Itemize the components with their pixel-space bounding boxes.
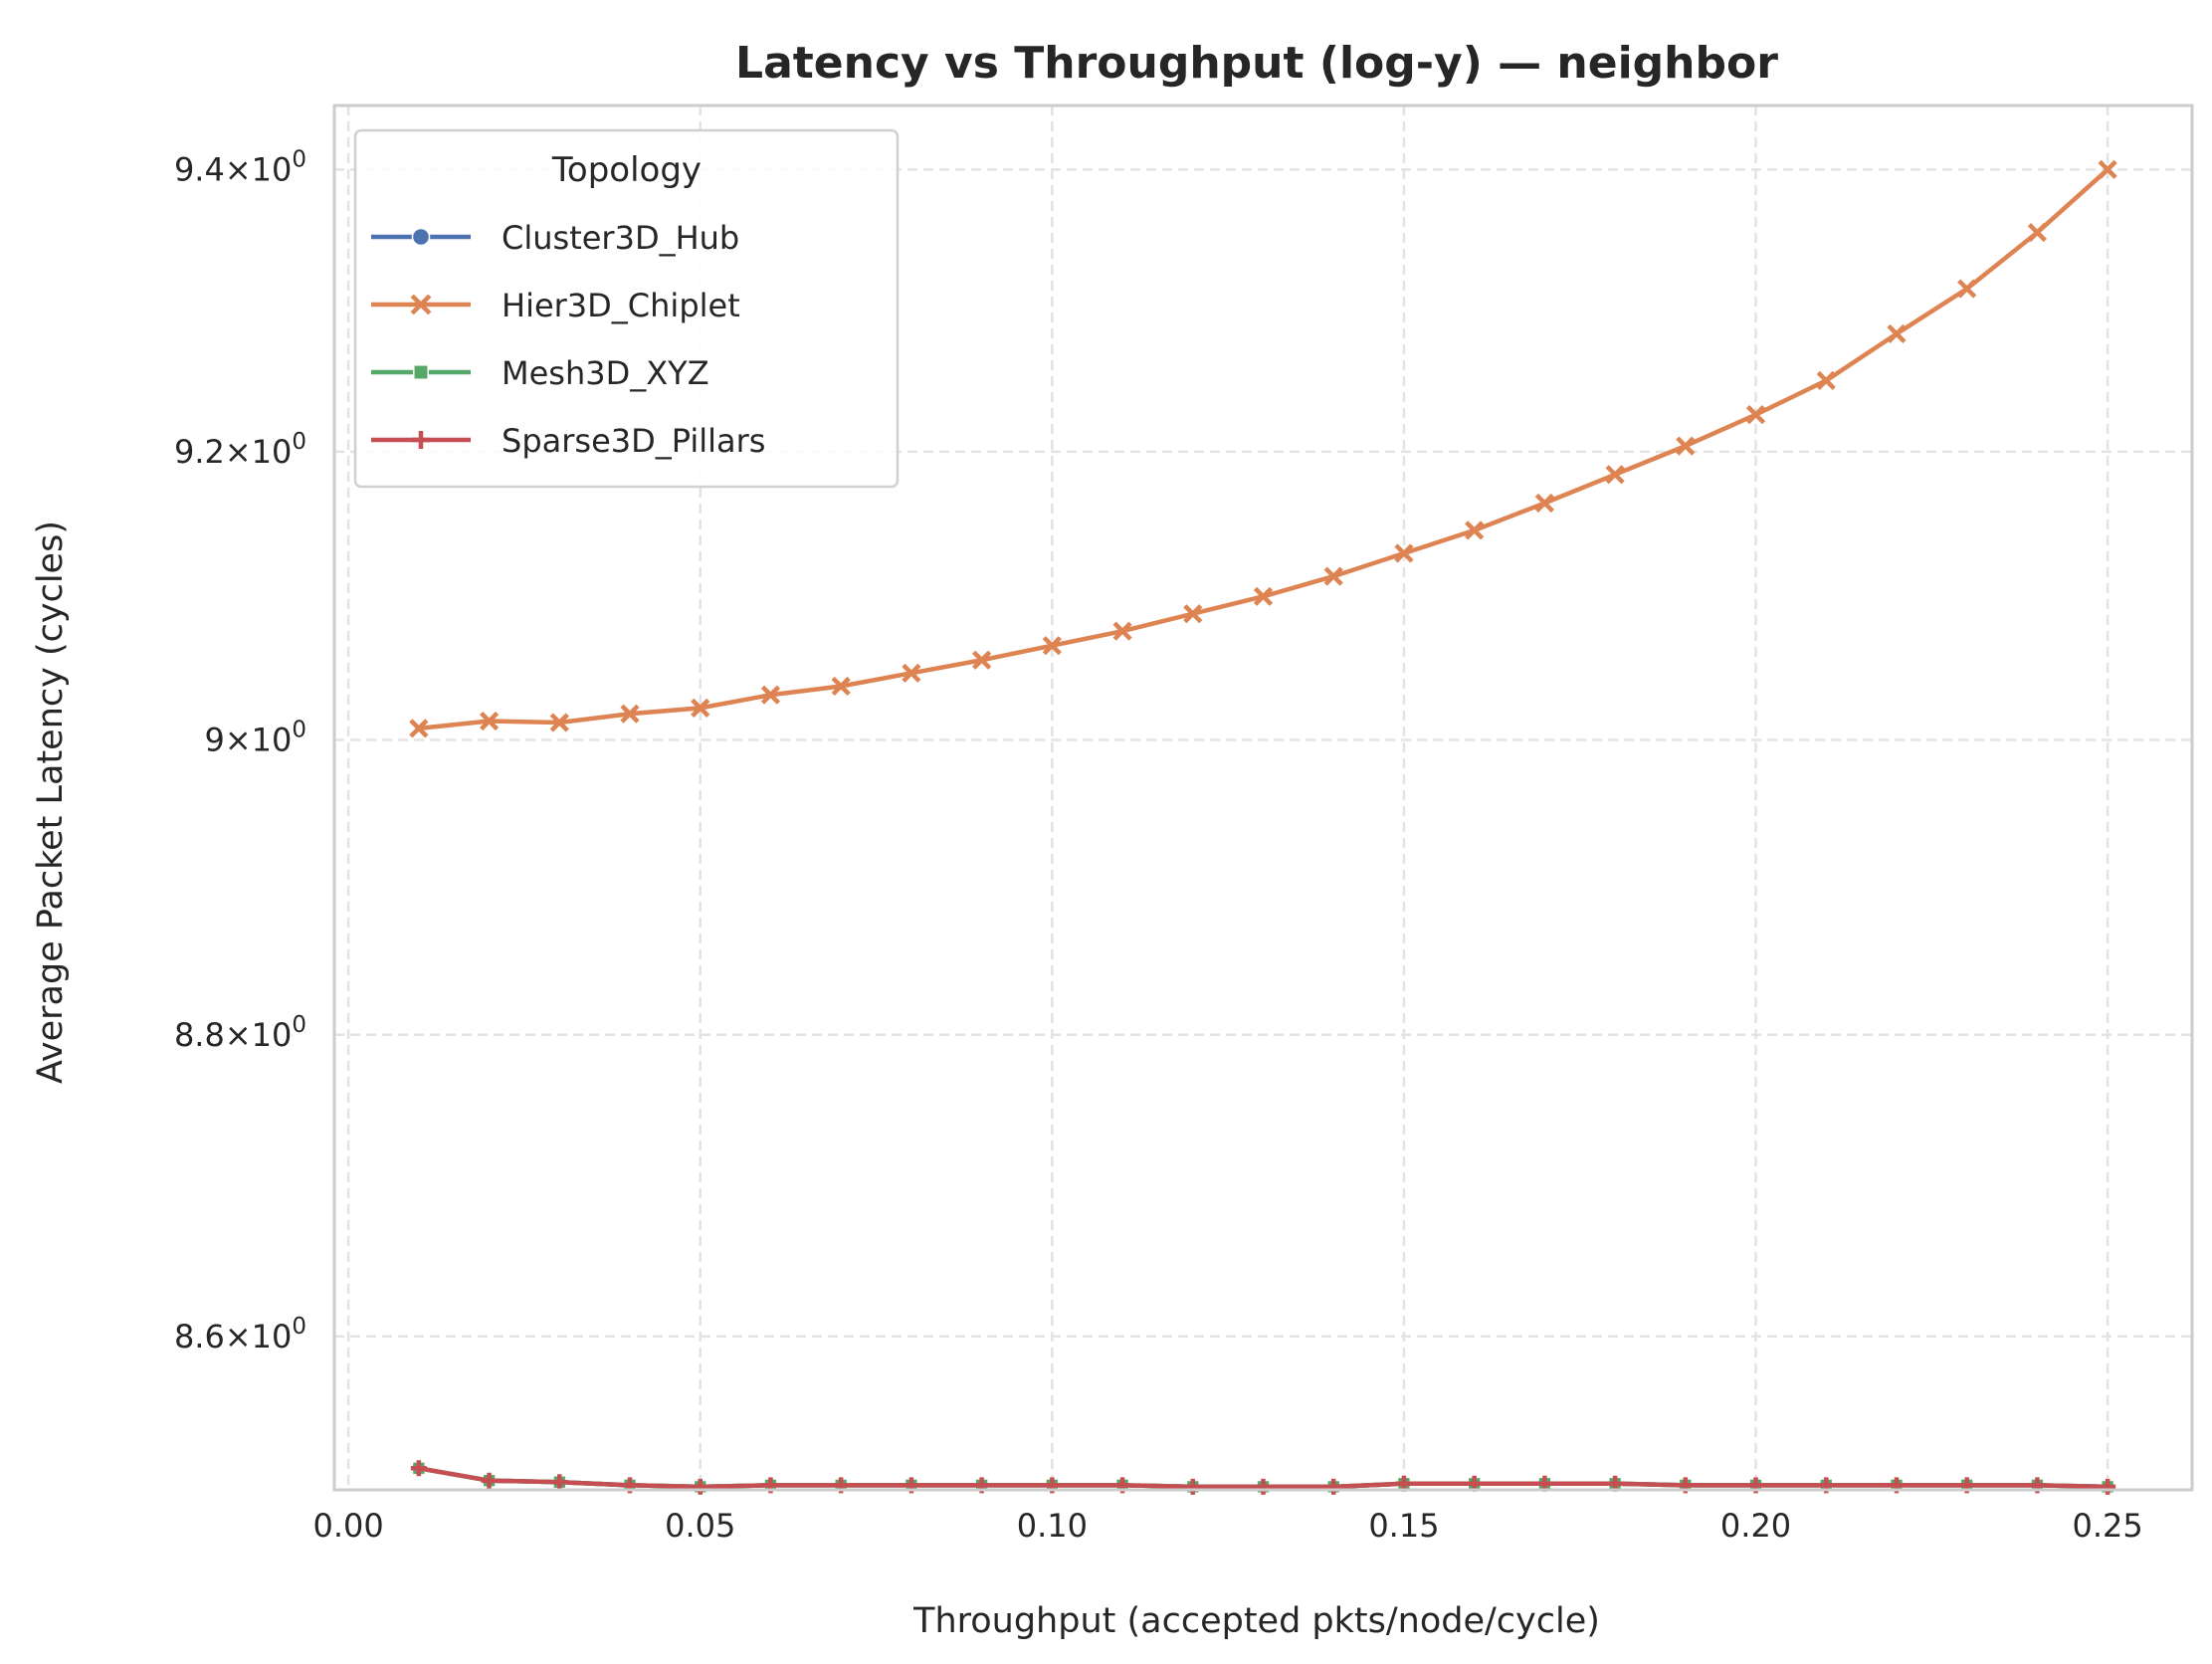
legend-label: Sparse3D_Pillars (502, 422, 765, 460)
x-tick-label: 0.00 (313, 1507, 384, 1545)
series (409, 159, 2117, 738)
legend-item: Hier3D_Chiplet (371, 287, 740, 324)
y-axis-ticks: 8.6×100 8.8×100 9×100 9.2×100 9.4×100 (174, 146, 306, 1354)
data-point (480, 711, 500, 731)
y-tick-label: 8.6×100 (174, 1314, 306, 1355)
data-point (1323, 566, 1343, 586)
data-point (972, 650, 992, 670)
data-point (1957, 279, 1977, 299)
y-tick-label: 9.2×100 (174, 429, 306, 471)
x-tick-label: 0.05 (665, 1507, 735, 1545)
data-point (1184, 1478, 1201, 1495)
data-point (691, 698, 710, 718)
data-point (481, 1472, 498, 1489)
data-point (1183, 604, 1203, 624)
data-point (410, 294, 432, 315)
data-point (1816, 370, 1836, 390)
x-axis-label: Throughput (accepted pkts/node/cycle) (912, 1601, 1600, 1641)
legend-box (353, 128, 900, 489)
data-point (902, 663, 921, 683)
series-layer (409, 159, 2117, 1496)
data-point (1253, 586, 1274, 606)
data-point (410, 1460, 427, 1477)
data-point (760, 685, 781, 705)
x-tick-label: 0.25 (2073, 1507, 2143, 1545)
y-tick-label: 8.8×100 (174, 1012, 306, 1054)
data-point (1465, 520, 1485, 540)
data-point (549, 713, 569, 732)
legend-entries: Cluster3D_Hub Hier3D_Chiplet Mesh3D_XYZ Spa… (371, 219, 765, 460)
data-point (620, 704, 640, 724)
data-point (1534, 493, 1554, 514)
y-tick-label: 9.4×100 (174, 146, 306, 188)
y-axis-label: Average Packet Latency (cycles) (31, 520, 71, 1084)
chart-title: Latency vs Throughput (log-y) — neighbor (735, 38, 1778, 89)
legend-item: Sparse3D_Pillars (371, 422, 765, 460)
x-tick-label: 0.10 (1017, 1507, 1088, 1545)
legend-label: Hier3D_Chiplet (502, 287, 740, 324)
x-axis-ticks: 0.00 0.05 0.10 0.15 0.20 0.25 (313, 1507, 2143, 1545)
data-point (551, 1474, 568, 1491)
data-point (411, 227, 431, 247)
data-point (2098, 159, 2117, 179)
data-point (1042, 636, 1062, 656)
legend-item: Cluster3D_Hub (371, 219, 739, 257)
data-point (831, 676, 851, 697)
data-point (692, 1478, 708, 1495)
data-point (1745, 405, 1766, 425)
data-point (1887, 323, 1907, 344)
x-tick-label: 0.20 (1720, 1507, 1791, 1545)
legend: Topology Cluster3D_Hub Hier3D_Chiplet Mesh… (353, 128, 900, 489)
x-tick-label: 0.15 (1368, 1507, 1439, 1545)
data-point (2100, 1478, 2116, 1495)
data-point (412, 431, 430, 449)
plot-frame (332, 104, 2194, 1492)
legend-label: Mesh3D_XYZ (502, 354, 709, 392)
data-point (1605, 465, 1625, 485)
data-point (1676, 436, 1696, 456)
legend-label: Cluster3D_Hub (502, 219, 739, 257)
data-point (2027, 223, 2048, 243)
data-point (413, 364, 429, 380)
legend-item: Mesh3D_XYZ (371, 354, 709, 392)
data-point (1394, 543, 1414, 563)
data-point (409, 719, 429, 738)
data-point (1325, 1478, 1342, 1495)
data-point (1255, 1478, 1272, 1495)
y-tick-label: 9×100 (204, 718, 306, 759)
series (410, 1460, 2116, 1495)
legend-title: Topology (551, 150, 702, 190)
data-point (1112, 621, 1132, 641)
